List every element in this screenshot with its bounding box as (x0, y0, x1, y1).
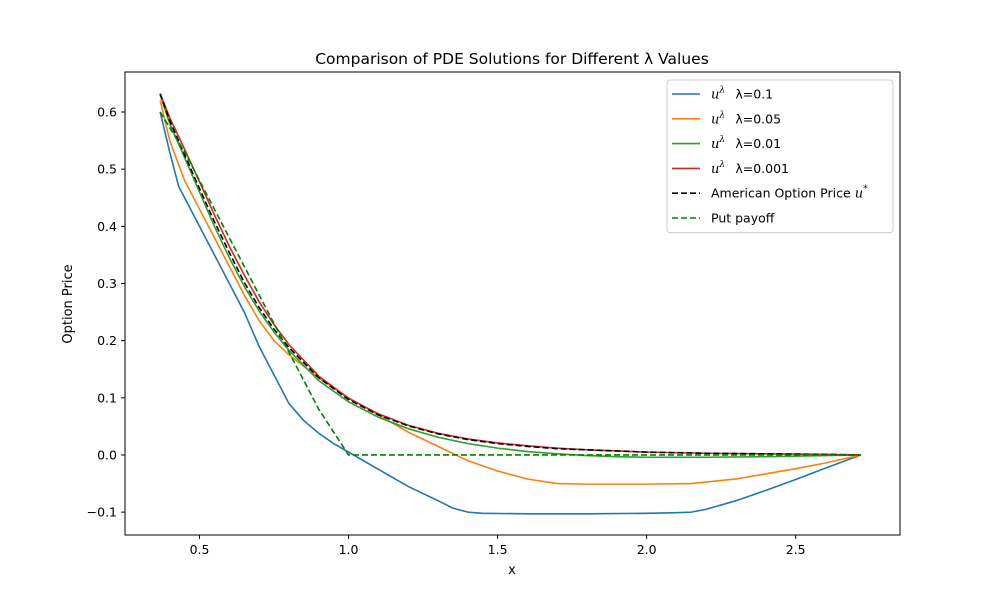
legend-label: uλ λ=0.05 (711, 110, 781, 127)
legend: uλ λ=0.1 uλ λ=0.05 uλ λ=0.01 uλ λ=0.001 Amer… (666, 79, 894, 234)
series-line-5 (159, 111, 861, 456)
x-tick-label: 1.0 (339, 542, 359, 557)
x-axis-label: x (508, 563, 516, 578)
legend-label: Put payoff (711, 211, 775, 226)
axes-frame (124, 71, 901, 536)
y-tick-label: 0.2 (97, 333, 117, 348)
y-tick-label: 0.1 (97, 390, 117, 405)
x-axis-ticks: 0.5 1.0 1.5 2.0 2.5 (190, 535, 806, 557)
y-tick-label: 0.3 (97, 276, 117, 291)
x-tick-label: 1.5 (488, 542, 508, 557)
series-line-2 (159, 94, 861, 459)
x-tick-label: 2.5 (786, 542, 806, 557)
legend-label: American Option Price u* (711, 185, 868, 202)
y-axis-label: Option Price (61, 264, 76, 343)
series-line-1 (159, 100, 861, 485)
x-tick-label: 2.0 (637, 542, 657, 557)
legend-box (666, 79, 894, 234)
legend-label: uλ λ=0.01 (711, 135, 781, 152)
y-tick-label: −0.1 (87, 505, 117, 520)
y-tick-label: 0.4 (97, 219, 117, 234)
plot-area (124, 71, 901, 536)
y-tick-label: 0.5 (97, 162, 117, 177)
series-line-4 (159, 93, 861, 456)
x-tick-label: 0.5 (190, 542, 210, 557)
series-line-0 (159, 111, 861, 515)
y-tick-label: 0.0 (97, 447, 117, 462)
legend-label: uλ λ=0.001 (711, 160, 789, 177)
y-tick-label: 0.6 (97, 105, 117, 120)
legend-label: uλ λ=0.1 (711, 86, 773, 103)
chart-title: Comparison of PDE Solutions for Differen… (315, 50, 709, 68)
y-axis-ticks: −0.1 0.0 0.1 0.2 0.3 0.4 0.5 0.6 (87, 105, 125, 520)
